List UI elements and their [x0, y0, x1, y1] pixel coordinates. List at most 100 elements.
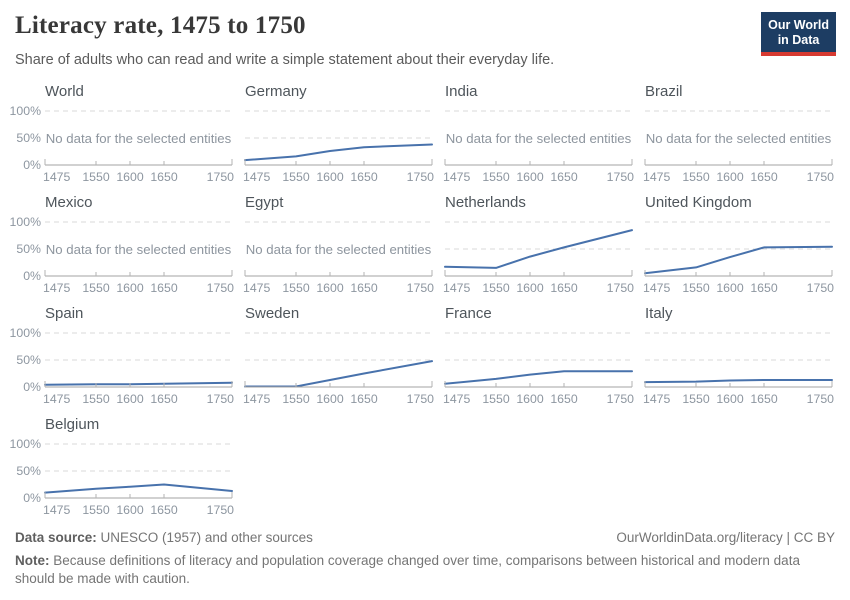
facet-germany: Germany 1475 1550 1600 1650 1750 [208, 83, 434, 184]
x-tick-label: 1650 [550, 170, 578, 184]
facet-plot: 1475 1550 1600 1650 1750 [243, 332, 435, 406]
x-tick-label: 1550 [482, 281, 510, 295]
x-tick-label: 1550 [682, 281, 710, 295]
x-tick-label: 1600 [516, 170, 544, 184]
x-tick-label: 1650 [150, 392, 178, 406]
x-tick-label: 1475 [643, 281, 671, 295]
y-tick-label: 100% [10, 437, 42, 451]
y-tick-label: 0% [23, 158, 41, 172]
facet-plot: No data for the selected entities 1475 155… [643, 110, 835, 184]
facet-plot: 1475 1550 1600 1650 1750 100% 50% 0% [10, 326, 235, 406]
x-tick-label: 1750 [407, 281, 435, 295]
facet-title: World [45, 83, 84, 100]
x-tick-label: 1650 [550, 281, 578, 295]
x-tick-label: 1475 [243, 170, 271, 184]
x-tick-label: 1475 [443, 170, 471, 184]
facet-title: Italy [645, 305, 673, 322]
y-tick-label: 100% [10, 326, 42, 340]
y-tick-label: 0% [23, 269, 41, 283]
data-source: Data source: UNESCO (1957) and other sou… [15, 530, 313, 545]
x-tick-label: 1600 [116, 392, 144, 406]
no-data-message: No data for the selected entities [646, 131, 832, 146]
x-tick-label: 1750 [207, 281, 235, 295]
x-tick-label: 1650 [350, 281, 378, 295]
x-tick-label: 1600 [116, 281, 144, 295]
x-tick-label: 1475 [443, 281, 471, 295]
note-label: Note: [15, 553, 50, 568]
facet-sweden: Sweden 1475 1550 1600 1650 1750 [208, 305, 434, 406]
no-data-message: No data for the selected entities [46, 131, 232, 146]
x-tick-label: 1650 [150, 503, 178, 517]
owid-logo-line2: in Data [777, 33, 820, 47]
x-tick-label: 1550 [282, 170, 310, 184]
x-tick-label: 1475 [443, 392, 471, 406]
facet-plot: No data for the selected entities 1475 155… [10, 215, 235, 295]
x-tick-label: 1750 [407, 170, 435, 184]
x-tick-label: 1475 [643, 170, 671, 184]
y-tick-label: 50% [16, 464, 41, 478]
facet-title: United Kingdom [645, 194, 752, 211]
facet-plot: No data for the selected entities 1475 155… [243, 221, 435, 295]
y-tick-label: 50% [16, 242, 41, 256]
x-tick-label: 1750 [807, 281, 835, 295]
y-tick-label: 50% [16, 131, 41, 145]
x-tick-label: 1650 [750, 170, 778, 184]
facet-title: France [445, 305, 492, 322]
x-tick-label: 1600 [516, 281, 544, 295]
y-tick-label: 50% [16, 353, 41, 367]
x-tick-label: 1550 [82, 281, 110, 295]
x-tick-label: 1475 [43, 170, 71, 184]
facet-title: Sweden [245, 305, 300, 322]
literacy-line [44, 381, 233, 386]
facet-plot: 1475 1550 1600 1650 1750 [443, 221, 634, 295]
x-tick-label: 1750 [207, 170, 235, 184]
facet-title: Belgium [45, 416, 100, 433]
x-tick-label: 1750 [407, 392, 435, 406]
x-tick-label: 1600 [316, 392, 344, 406]
chart-subtitle: Share of adults who can read and write a… [15, 52, 555, 68]
facet-spain: Spain 1475 1550 1600 1650 1750 100% 50% 0% [8, 305, 235, 406]
no-data-message: No data for the selected entities [246, 242, 432, 257]
x-tick-label: 1550 [682, 392, 710, 406]
x-tick-label: 1600 [516, 392, 544, 406]
x-tick-label: 1650 [350, 170, 378, 184]
x-tick-label: 1550 [482, 392, 510, 406]
x-tick-label: 1750 [807, 392, 835, 406]
owid-license-link[interactable]: OurWorldinData.org/literacy | CC BY [616, 530, 835, 545]
literacy-line [244, 143, 433, 162]
x-tick-label: 1600 [716, 170, 744, 184]
literacy-line [444, 229, 633, 269]
facet-plot: 1475 1550 1600 1650 1750 100% 50% 0% [10, 437, 235, 517]
owid-logo[interactable]: Our World in Data [761, 12, 836, 56]
x-tick-label: 1750 [607, 392, 635, 406]
x-tick-label: 1650 [750, 392, 778, 406]
x-tick-label: 1650 [550, 392, 578, 406]
facet-title: Spain [45, 305, 84, 322]
x-tick-label: 1750 [207, 503, 235, 517]
x-tick-label: 1475 [43, 392, 71, 406]
x-tick-label: 1600 [316, 281, 344, 295]
literacy-line [644, 245, 833, 275]
owid-logo-line1: Our World [768, 18, 829, 32]
facet-plot: No data for the selected entities 1475 155… [10, 104, 235, 184]
facet-title: Netherlands [445, 194, 526, 211]
facet-egypt: Egypt No data for the selected entities 14… [208, 194, 434, 295]
facet-italy: Italy 1475 1550 1600 1650 1750 [608, 305, 834, 406]
facet-netherlands: Netherlands 1475 1550 1600 1650 1750 [408, 194, 634, 295]
chart-note: Note: Because definitions of literacy an… [15, 552, 835, 588]
x-tick-label: 1600 [116, 503, 144, 517]
page-title: Literacy rate, 1475 to 1750 [15, 12, 306, 39]
x-tick-label: 1475 [43, 281, 71, 295]
x-tick-label: 1475 [643, 392, 671, 406]
x-tick-label: 1750 [807, 170, 835, 184]
facet-united-kingdom: United Kingdom 1475 1550 1600 1650 1750 [608, 194, 834, 295]
literacy-line [244, 360, 433, 388]
no-data-message: No data for the selected entities [446, 131, 632, 146]
x-tick-label: 1550 [682, 170, 710, 184]
y-tick-label: 0% [23, 491, 41, 505]
x-tick-label: 1550 [282, 392, 310, 406]
x-tick-label: 1600 [716, 281, 744, 295]
x-tick-label: 1550 [82, 503, 110, 517]
x-tick-label: 1650 [350, 392, 378, 406]
facet-title: Brazil [645, 83, 683, 100]
